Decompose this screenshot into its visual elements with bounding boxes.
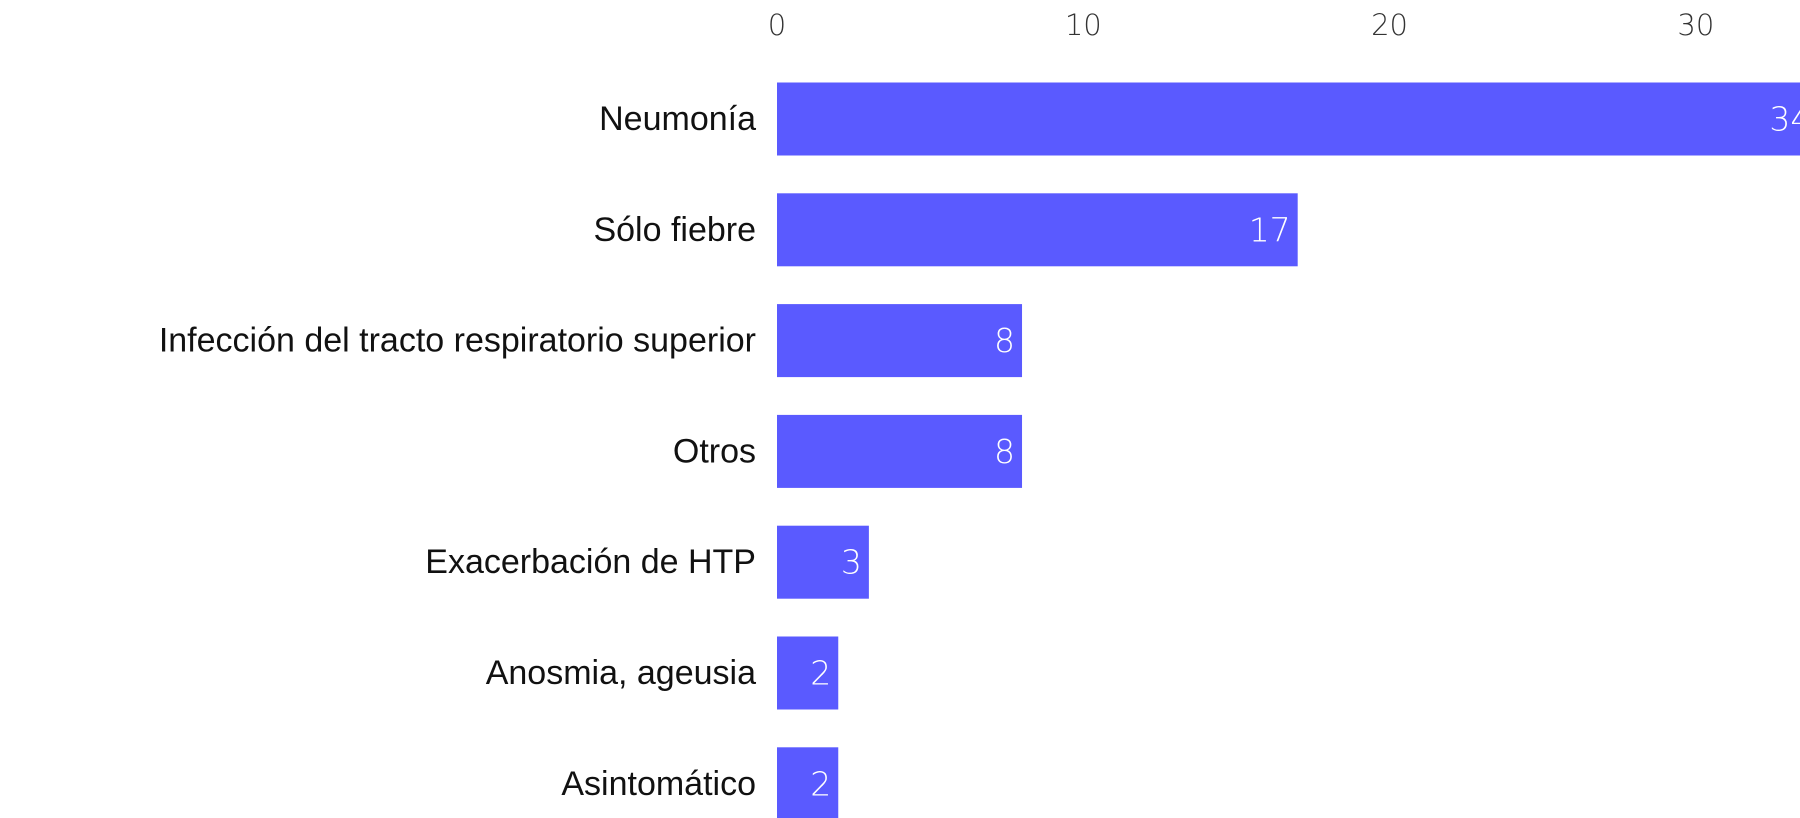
plot-area: 0 10 20 30 Neumonía 34 Sólo fiebre 17 Infección … bbox=[159, 8, 1800, 818]
x-tick-label: 20 bbox=[1371, 8, 1408, 42]
data-label: 17 bbox=[1249, 210, 1291, 249]
y-tick-label: Infección del tracto respiratorio superi… bbox=[159, 322, 756, 360]
data-label: 2 bbox=[810, 764, 831, 803]
bar bbox=[777, 747, 839, 818]
y-tick-label: Otros bbox=[673, 432, 756, 470]
bar bbox=[777, 193, 1298, 267]
y-tick-label: Sólo fiebre bbox=[593, 211, 756, 249]
data-label: 2 bbox=[810, 654, 831, 693]
data-label: 3 bbox=[841, 543, 862, 582]
x-tick-label: 30 bbox=[1677, 8, 1714, 42]
x-tick-label: 0 bbox=[768, 8, 786, 42]
x-tick-label: 10 bbox=[1065, 8, 1102, 42]
y-tick-label: Asintomático bbox=[561, 765, 756, 803]
data-label: 8 bbox=[994, 432, 1015, 471]
bar bbox=[777, 414, 1023, 488]
bar bbox=[777, 525, 869, 599]
y-tick-label: Anosmia, ageusia bbox=[486, 654, 756, 692]
y-tick-label: Neumonía bbox=[599, 100, 756, 138]
data-label: 8 bbox=[994, 321, 1015, 360]
bar bbox=[777, 636, 839, 710]
data-label: 34 bbox=[1769, 100, 1800, 139]
bar bbox=[777, 304, 1023, 378]
y-tick-label: Exacerbación de HTP bbox=[425, 543, 756, 581]
bar bbox=[777, 82, 1800, 156]
